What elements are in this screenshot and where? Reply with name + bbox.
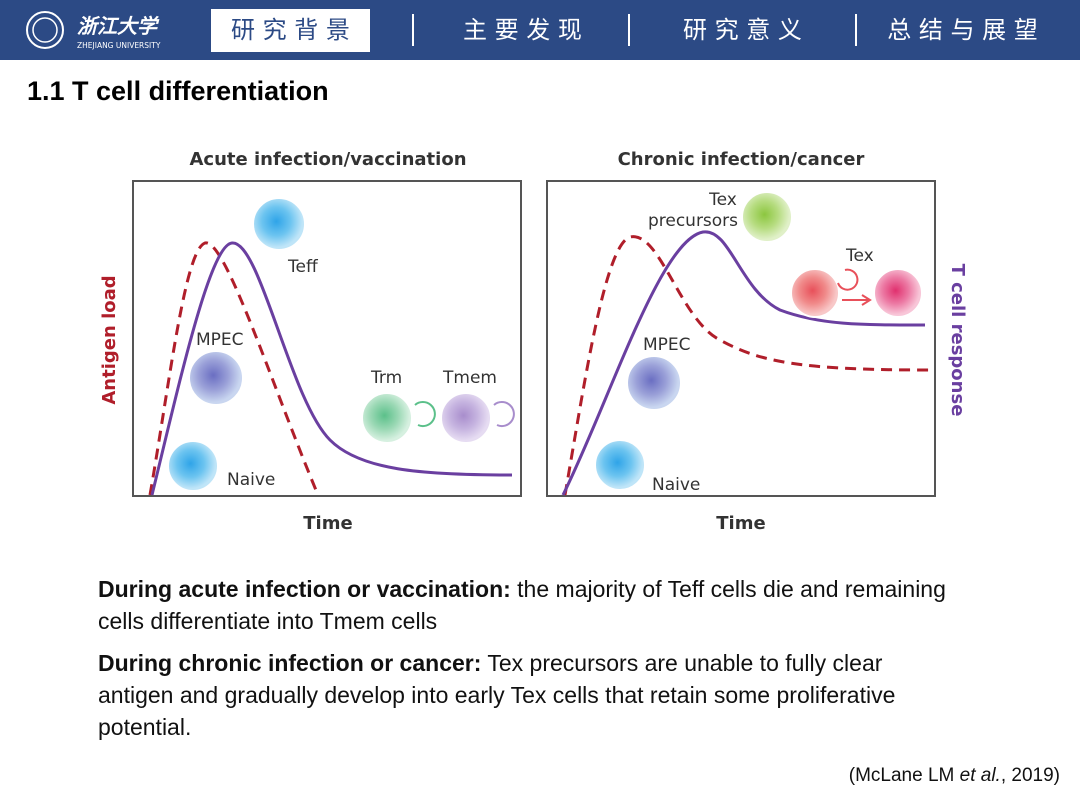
cell-label: MPEC: [196, 330, 244, 350]
separator: [412, 14, 414, 46]
panel-title: Acute infection/vaccination: [189, 149, 466, 170]
paragraph: During acute infection or vaccination: t…: [98, 573, 948, 637]
cell-label: Tex: [708, 190, 737, 210]
lead: During chronic infection or cancer:: [98, 650, 482, 676]
x-label: Time: [716, 513, 765, 534]
separator: [628, 14, 630, 46]
lead: During acute infection or vaccination:: [98, 576, 511, 602]
cell-label: Tex: [845, 246, 874, 266]
citation-text: (McLane LM: [848, 765, 960, 786]
cell-label: Tmem: [442, 368, 497, 388]
logo: 浙江大学 ZHEJIANG UNIVERSITY: [26, 11, 161, 50]
cell-label: Teff: [287, 257, 319, 277]
nav-tab[interactable]: 总 结 与 展 望: [887, 16, 1038, 44]
y-label-left: Antigen load: [99, 275, 120, 404]
separator: [855, 14, 857, 46]
figure: Acute infection/vaccination Chronic infe…: [99, 149, 968, 534]
cell-label: Naive: [652, 475, 700, 495]
nav-tab[interactable]: 研 究 意 义: [683, 16, 802, 44]
citation: (McLane LM et al., 2019): [849, 765, 1060, 787]
cell-label: MPEC: [643, 335, 691, 355]
header-bar: 浙江大学 ZHEJIANG UNIVERSITY 研 究 背 景 主 要 发 现…: [0, 0, 1080, 60]
text: the majority of Teff cells die and remai…: [98, 576, 946, 634]
nav-tab[interactable]: 研 究 背 景: [211, 9, 370, 52]
logo-text: 浙江大学: [77, 14, 160, 38]
y-label-right: T cell response: [947, 264, 968, 417]
cell-label: Trm: [370, 368, 402, 388]
citation-italic: et al.: [959, 765, 1001, 786]
nav-tab[interactable]: 主 要 发 现: [463, 16, 582, 44]
section-title: 1.1 T cell differentiation: [27, 76, 329, 106]
logo-sub: ZHEJIANG UNIVERSITY: [77, 41, 161, 50]
x-label: Time: [303, 513, 352, 534]
citation-text: , 2019): [1000, 765, 1060, 786]
cell-label: Naive: [227, 470, 275, 490]
paragraph: During chronic infection or cancer: Tex …: [98, 647, 948, 743]
text: Tex precursors are unable to fully clear…: [98, 650, 896, 740]
panel-title: Chronic infection/cancer: [618, 149, 865, 170]
body-text: During acute infection or vaccination: t…: [98, 573, 948, 753]
cell-label: precursors: [648, 211, 738, 231]
